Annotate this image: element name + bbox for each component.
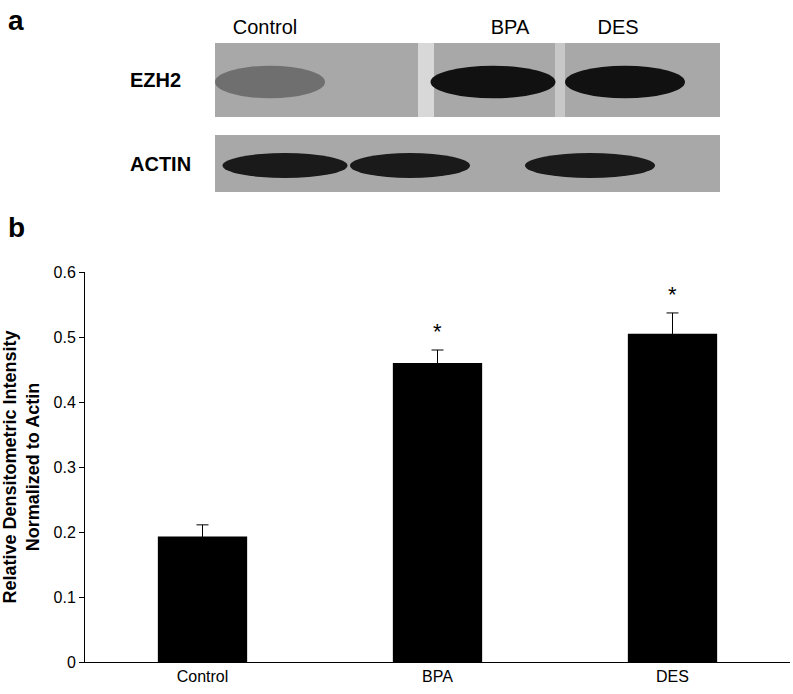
svg-text:0.5: 0.5 xyxy=(54,329,76,346)
svg-text:*: * xyxy=(668,282,677,307)
svg-text:*: * xyxy=(433,319,442,344)
svg-text:DES: DES xyxy=(597,16,638,38)
svg-text:a: a xyxy=(8,5,24,36)
svg-text:0.4: 0.4 xyxy=(54,394,76,411)
svg-text:0.1: 0.1 xyxy=(54,589,76,606)
svg-text:0.6: 0.6 xyxy=(54,264,76,281)
svg-text:0: 0 xyxy=(67,654,76,671)
svg-text:0.2: 0.2 xyxy=(54,524,76,541)
svg-text:Control: Control xyxy=(177,668,229,685)
svg-text:ACTIN: ACTIN xyxy=(130,153,191,175)
svg-text:BPA: BPA xyxy=(422,668,453,685)
svg-text:Control: Control xyxy=(233,16,297,38)
svg-text:0.3: 0.3 xyxy=(54,459,76,476)
svg-text:DES: DES xyxy=(656,668,689,685)
html-text:b: b xyxy=(8,212,26,243)
svg-text:Relative Densitometric Intensi: Relative Densitometric IntensityNormaliz… xyxy=(0,330,43,603)
svg-text:BPA: BPA xyxy=(491,16,530,38)
svg-text:EZH2: EZH2 xyxy=(130,69,181,91)
